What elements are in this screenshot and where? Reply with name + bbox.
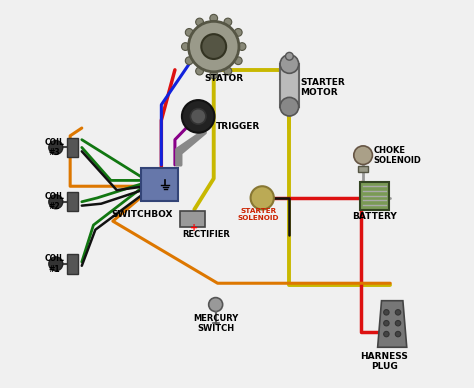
Circle shape xyxy=(210,71,218,79)
Circle shape xyxy=(280,97,299,116)
Circle shape xyxy=(201,34,226,59)
Circle shape xyxy=(189,21,239,72)
Bar xyxy=(358,166,368,172)
Text: COIL
#1: COIL #1 xyxy=(45,254,64,274)
Circle shape xyxy=(234,29,242,36)
Circle shape xyxy=(383,310,389,315)
Text: COIL
#2: COIL #2 xyxy=(45,192,64,211)
Circle shape xyxy=(182,43,189,50)
Circle shape xyxy=(395,320,401,326)
Circle shape xyxy=(224,67,232,75)
Bar xyxy=(280,64,299,107)
Circle shape xyxy=(196,18,203,26)
Text: RECTIFIER: RECTIFIER xyxy=(182,230,230,239)
Text: SWITCHBOX: SWITCHBOX xyxy=(111,210,173,218)
Bar xyxy=(67,254,78,274)
Circle shape xyxy=(196,67,203,75)
Circle shape xyxy=(395,310,401,315)
Circle shape xyxy=(191,109,206,124)
Text: HARNESS
PLUG: HARNESS PLUG xyxy=(361,352,409,371)
Circle shape xyxy=(209,298,223,312)
Text: CHOKE
SOLENOID: CHOKE SOLENOID xyxy=(374,146,421,165)
Circle shape xyxy=(383,320,389,326)
Circle shape xyxy=(49,257,63,271)
Circle shape xyxy=(280,55,299,73)
Circle shape xyxy=(285,52,293,60)
Text: MERCURY
SWITCH: MERCURY SWITCH xyxy=(193,314,238,333)
Circle shape xyxy=(251,186,274,210)
Circle shape xyxy=(238,43,246,50)
Bar xyxy=(141,168,178,201)
Circle shape xyxy=(383,331,389,337)
Text: STARTER
SOLENOID: STARTER SOLENOID xyxy=(237,208,279,221)
Text: STATOR: STATOR xyxy=(204,74,243,83)
Circle shape xyxy=(395,331,401,337)
Circle shape xyxy=(224,18,232,26)
Text: STARTER
MOTOR: STARTER MOTOR xyxy=(300,78,345,97)
Polygon shape xyxy=(378,301,407,347)
Text: BATTERY: BATTERY xyxy=(352,212,397,221)
Bar xyxy=(180,211,205,227)
Circle shape xyxy=(49,195,63,209)
Circle shape xyxy=(234,57,242,65)
Text: COIL
#3: COIL #3 xyxy=(45,138,64,157)
Bar xyxy=(67,192,78,211)
Circle shape xyxy=(210,14,218,22)
Circle shape xyxy=(49,140,63,154)
Bar xyxy=(360,182,389,210)
Circle shape xyxy=(182,100,215,133)
Circle shape xyxy=(185,28,193,36)
Circle shape xyxy=(354,146,373,165)
Circle shape xyxy=(185,57,193,64)
Text: +: + xyxy=(190,223,199,233)
Bar xyxy=(67,138,78,157)
Text: TRIGGER: TRIGGER xyxy=(216,122,260,131)
